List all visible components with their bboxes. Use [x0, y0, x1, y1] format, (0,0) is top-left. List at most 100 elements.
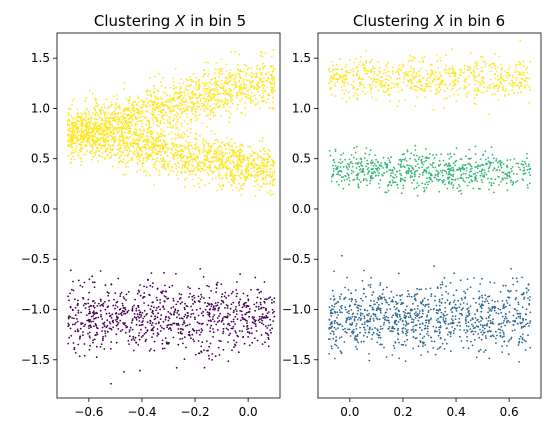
data-point: [70, 115, 73, 118]
data-point: [87, 332, 89, 335]
data-point: [196, 97, 199, 100]
data-point: [219, 149, 221, 152]
data-point: [188, 165, 191, 168]
data-point: [94, 153, 96, 156]
data-point: [157, 144, 160, 146]
data-point: [104, 112, 107, 115]
data-point: [518, 71, 521, 74]
data-point: [357, 185, 360, 188]
data-point: [146, 171, 148, 174]
data-point: [193, 316, 196, 319]
data-point: [355, 162, 357, 165]
data-point: [480, 66, 483, 69]
data-point: [123, 108, 126, 111]
data-point: [156, 124, 158, 127]
data-point: [225, 297, 228, 299]
data-point: [263, 301, 266, 304]
data-point: [268, 71, 270, 74]
data-point: [369, 180, 372, 182]
data-point: [406, 170, 408, 173]
data-point: [106, 122, 108, 124]
data-point: [146, 329, 149, 332]
data-point: [211, 172, 214, 175]
data-point: [110, 151, 112, 154]
data-point: [238, 190, 240, 192]
data-point: [450, 72, 452, 74]
data-point: [194, 174, 197, 176]
data-point: [181, 167, 184, 169]
data-point: [413, 57, 416, 59]
data-point: [156, 89, 159, 92]
data-point: [330, 180, 333, 183]
data-point: [109, 120, 111, 123]
data-point: [357, 77, 360, 80]
data-point: [271, 108, 274, 110]
data-point: [402, 184, 405, 187]
data-point: [459, 87, 461, 90]
data-point: [443, 98, 446, 100]
data-point: [218, 168, 221, 170]
data-point: [333, 77, 336, 80]
data-point: [230, 327, 233, 330]
data-point: [202, 87, 205, 90]
data-point: [221, 151, 224, 154]
data-point: [266, 298, 268, 301]
data-point: [161, 160, 164, 163]
data-point: [403, 78, 405, 80]
data-point: [273, 83, 276, 86]
data-point: [97, 137, 99, 140]
data-point: [427, 183, 429, 186]
data-point: [425, 69, 428, 72]
data-point: [111, 149, 114, 152]
data-point: [443, 164, 446, 167]
data-point: [142, 334, 144, 337]
data-point: [273, 163, 275, 166]
data-point: [214, 355, 217, 358]
data-point: [359, 60, 362, 63]
data-point: [240, 154, 243, 157]
data-point: [144, 116, 146, 119]
data-point: [234, 323, 237, 325]
data-point: [181, 323, 184, 326]
data-point: [342, 81, 344, 83]
data-point: [473, 97, 476, 99]
data-point: [267, 148, 270, 151]
data-point: [145, 123, 148, 126]
data-point: [84, 143, 87, 146]
data-point: [515, 181, 517, 184]
data-point: [511, 79, 513, 82]
data-point: [168, 286, 171, 289]
data-point: [148, 140, 151, 143]
data-point: [226, 78, 229, 80]
data-point: [135, 309, 138, 312]
data-point: [257, 101, 260, 104]
data-point: [178, 96, 181, 98]
data-point: [521, 163, 524, 166]
data-point: [173, 87, 176, 90]
data-point: [190, 101, 192, 104]
data-point: [232, 180, 235, 183]
data-point: [250, 76, 253, 79]
data-point: [170, 98, 173, 101]
data-point: [174, 308, 177, 310]
data-point: [261, 169, 264, 172]
data-point: [384, 191, 386, 194]
data-point: [75, 132, 78, 135]
data-point: [365, 61, 367, 64]
data-point: [138, 128, 141, 131]
data-point: [119, 295, 122, 297]
data-point: [445, 64, 447, 67]
data-point: [93, 281, 96, 284]
data-point: [197, 157, 199, 160]
data-point: [235, 83, 237, 86]
data-point: [365, 165, 368, 168]
data-point: [138, 158, 140, 161]
data-point: [80, 157, 82, 160]
data-point: [147, 154, 150, 157]
data-point: [74, 136, 76, 139]
data-point: [79, 123, 82, 126]
data-point: [262, 157, 265, 160]
data-point: [247, 67, 250, 69]
data-point: [243, 178, 246, 181]
data-point: [75, 127, 78, 130]
